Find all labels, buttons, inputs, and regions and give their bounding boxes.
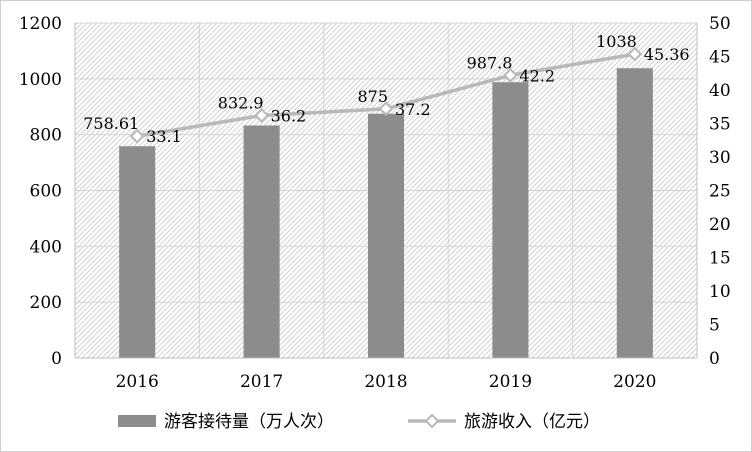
- bar-series: [119, 68, 653, 359]
- x-tick-label: 2017: [240, 372, 283, 392]
- axes: 0 200 400 600 800 1000 1200 0 5 10 15 20 25 30 35 40 45 5…: [19, 14, 731, 392]
- y-left-tick-label: 600: [30, 182, 62, 202]
- x-tick-label: 2020: [613, 372, 656, 392]
- x-tick-label: 2018: [364, 372, 407, 392]
- bar: [492, 82, 529, 358]
- line-data-label: 33.1: [146, 127, 182, 146]
- y-right-tick-label: 50: [709, 14, 731, 34]
- x-tick-label: 2016: [116, 372, 159, 392]
- y-right-tick-label: 5: [709, 316, 720, 336]
- bar-data-label: 832.9: [218, 93, 264, 112]
- y-right-tick-label: 15: [709, 249, 731, 269]
- legend-line-marker: [424, 413, 440, 429]
- y-right-tick-label: 20: [709, 215, 731, 235]
- data-labels: 758.61 832.9 875 987.8 1038 33.1 36.2 37.2 42.2 4…: [83, 32, 689, 146]
- y-left-tick-label: 800: [30, 126, 62, 146]
- line-point-marker: [378, 101, 394, 117]
- y-right-tick-label: 35: [709, 115, 731, 135]
- bar: [243, 125, 280, 358]
- y-right-tick-label: 40: [709, 81, 731, 101]
- bar: [616, 68, 653, 358]
- bar: [367, 113, 405, 359]
- x-tick-label: 2019: [489, 372, 532, 392]
- legend: 游客接待量（万人次） 旅游收入（亿元）: [118, 412, 600, 432]
- line-point-marker: [129, 128, 145, 144]
- line-data-label: 42.2: [519, 66, 555, 85]
- bar-data-label: 758.61: [83, 114, 139, 133]
- legend-line-label: 旅游收入（亿元）: [464, 412, 600, 432]
- y-right-tick-label: 45: [709, 48, 731, 68]
- y-left-tick-label: 0: [51, 349, 62, 369]
- legend-bar-swatch: [118, 415, 156, 427]
- line-point-marker: [254, 108, 270, 123]
- y-right-tick-label: 10: [709, 282, 731, 302]
- line-series: [129, 46, 643, 144]
- bar-data-label: 875: [357, 87, 388, 106]
- y-right-tick-label: 0: [709, 349, 720, 369]
- y-right-tick-label: 25: [709, 182, 731, 202]
- line-point-marker: [502, 67, 518, 83]
- line-data-label: 36.2: [271, 106, 307, 125]
- y-left-tick-label: 1000: [19, 70, 62, 90]
- y-right-tick-label: 30: [709, 148, 731, 168]
- line-data-label: 37.2: [395, 100, 431, 119]
- bar-data-label: 1038: [596, 32, 637, 51]
- y-left-tick-label: 1200: [19, 14, 62, 34]
- line-data-label: 45.36: [644, 45, 690, 64]
- line-point-marker: [627, 46, 643, 62]
- bar: [119, 146, 156, 358]
- y-left-tick-label: 200: [30, 293, 62, 313]
- bar-data-label: 987.8: [467, 53, 513, 72]
- y-left-tick-label: 400: [30, 237, 62, 257]
- legend-bar-label: 游客接待量（万人次）: [164, 412, 334, 432]
